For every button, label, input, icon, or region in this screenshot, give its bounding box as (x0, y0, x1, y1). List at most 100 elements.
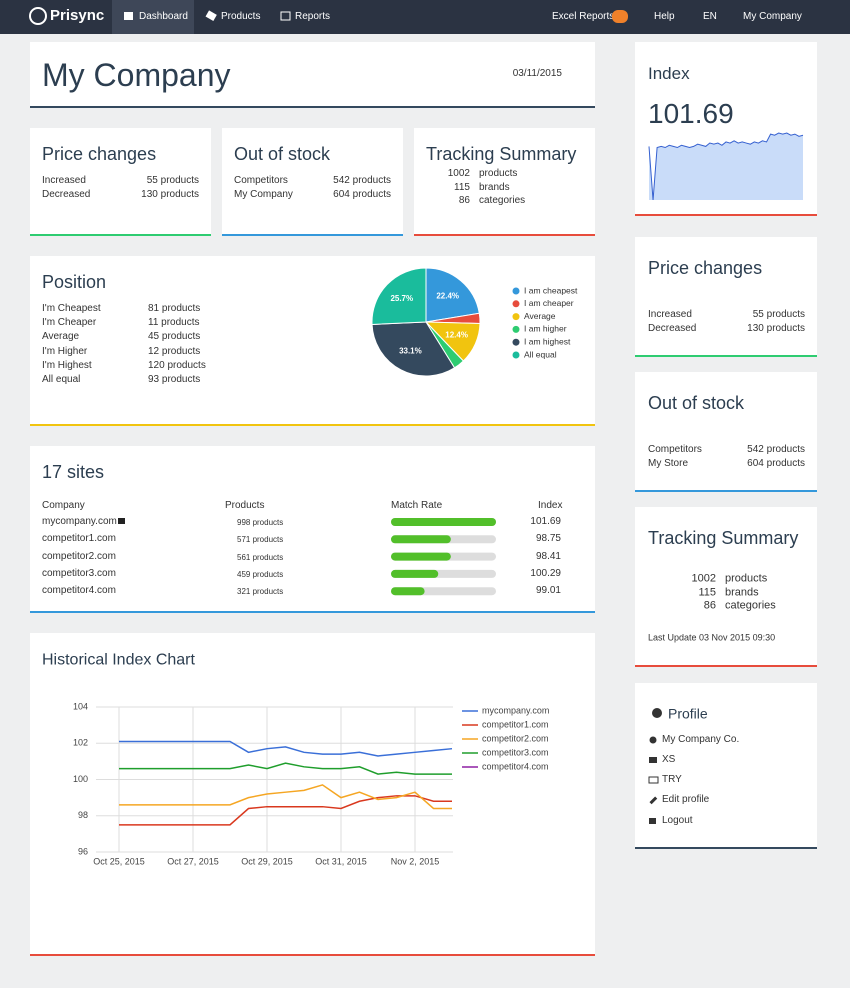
count-label: brands (725, 585, 759, 598)
reports-icon (280, 11, 291, 21)
legend-label: I am highest (524, 336, 571, 346)
user-icon (649, 736, 657, 744)
y-tick-label: 100 (73, 774, 88, 784)
series-line (119, 784, 452, 810)
nav-item[interactable]: Reports (295, 11, 331, 22)
case-icon (649, 757, 657, 763)
nav-item[interactable]: Products (221, 11, 261, 22)
profile-item[interactable]: Edit profile (662, 794, 710, 805)
x-tick-label: Oct 31, 2015 (315, 856, 367, 866)
count: 1002 (691, 572, 716, 585)
position-label: I'm Cheaper (42, 317, 97, 329)
position-label: I'm Higher (42, 345, 88, 357)
position-card (30, 256, 595, 426)
pie-label: 22.4% (436, 292, 459, 301)
y-tick-label: 98 (78, 810, 88, 820)
products: 459 products (237, 570, 284, 580)
legend-label: All equal (524, 349, 557, 359)
nav-item[interactable]: My Company (743, 11, 802, 22)
row-label: Decreased (42, 189, 91, 200)
row-label: My Store (648, 458, 689, 469)
index: 98.41 (535, 550, 561, 562)
nav-item[interactable]: EN (703, 11, 717, 22)
series-line (119, 740, 453, 757)
company[interactable]: competitor3.com (42, 567, 116, 579)
match-bar (391, 552, 451, 561)
index: 98.75 (535, 533, 561, 545)
row-value: 542 products (747, 444, 805, 455)
match-bar (391, 569, 439, 578)
profile-item[interactable]: Logout (662, 815, 693, 826)
legend-label: mycompany.com (482, 705, 549, 715)
products: 571 products (237, 535, 284, 545)
profile-item: My Company Co. (662, 734, 740, 745)
company[interactable]: competitor1.com (42, 533, 116, 545)
card-title: Position (42, 272, 107, 293)
products-icon (205, 10, 217, 21)
series-line (119, 762, 452, 775)
position-label: I'm Highest (42, 359, 92, 371)
company[interactable]: competitor4.com (42, 585, 116, 597)
count-label: brands (479, 181, 510, 193)
money-icon (648, 776, 659, 784)
products: 321 products (237, 587, 284, 597)
nav-item[interactable]: Dashboard (139, 11, 188, 22)
row-value: 55 products (752, 309, 805, 320)
row-value: 130 products (141, 189, 199, 200)
badge (612, 10, 628, 23)
count-label: products (479, 168, 518, 179)
profile-card (635, 683, 817, 849)
column-header: Company (42, 500, 85, 511)
count-label: categories (479, 195, 526, 206)
legend-label: competitor4.com (482, 761, 549, 771)
dashboard-icon (124, 12, 133, 20)
count-label: categories (725, 599, 776, 612)
date: 03/11/2015 (512, 68, 562, 79)
row-value: 542 products (333, 175, 391, 186)
legend-label: I am higher (524, 324, 567, 334)
company[interactable]: competitor2.com (42, 550, 116, 562)
row-label: Competitors (648, 444, 702, 455)
pie-label: 12.4% (445, 331, 468, 340)
card-title: Out of stock (648, 393, 745, 414)
nav-item[interactable]: Help (654, 11, 675, 22)
profile-item: XS (662, 754, 676, 765)
legend-dot (512, 351, 520, 359)
x-tick-label: Nov 2, 2015 (391, 856, 440, 866)
legend-label: I am cheapest (524, 285, 578, 295)
match-bar (391, 587, 425, 596)
position-value: 120 products (148, 359, 206, 371)
legend-label: competitor2.com (482, 733, 549, 743)
position-value: 93 products (148, 374, 201, 385)
card-title: Index (648, 63, 690, 83)
legend-dot (512, 325, 520, 333)
card-title: 17 sites (42, 462, 105, 483)
legend-dot (512, 338, 520, 346)
count: 115 (698, 585, 716, 598)
side-stock-card (635, 372, 817, 492)
page-title: My Company (42, 56, 231, 93)
wrench-icon (649, 796, 658, 805)
card-title: Tracking Summary (648, 528, 799, 549)
row-label: My Company (234, 189, 293, 200)
y-tick-label: 104 (73, 701, 88, 711)
legend-dot (512, 300, 520, 308)
nav-item[interactable]: Excel Reports (552, 11, 615, 22)
price-changes-card (30, 128, 211, 236)
side-price-card (635, 237, 817, 357)
x-tick-label: Oct 29, 2015 (241, 856, 293, 866)
sites-card (30, 446, 595, 613)
x-tick-label: Oct 27, 2015 (167, 856, 219, 866)
position-value: 11 products (148, 317, 200, 329)
pie-slice (425, 267, 480, 323)
legend-label: Average (524, 311, 556, 321)
company[interactable]: mycompany.com (42, 516, 117, 527)
card-title: Price changes (42, 144, 157, 165)
header-card (30, 42, 595, 108)
brand: Prisync (50, 7, 105, 24)
legend-label: competitor1.com (482, 719, 549, 729)
count: 86 (703, 599, 716, 612)
card-title: Profile (668, 705, 708, 722)
match-bar (391, 535, 451, 544)
